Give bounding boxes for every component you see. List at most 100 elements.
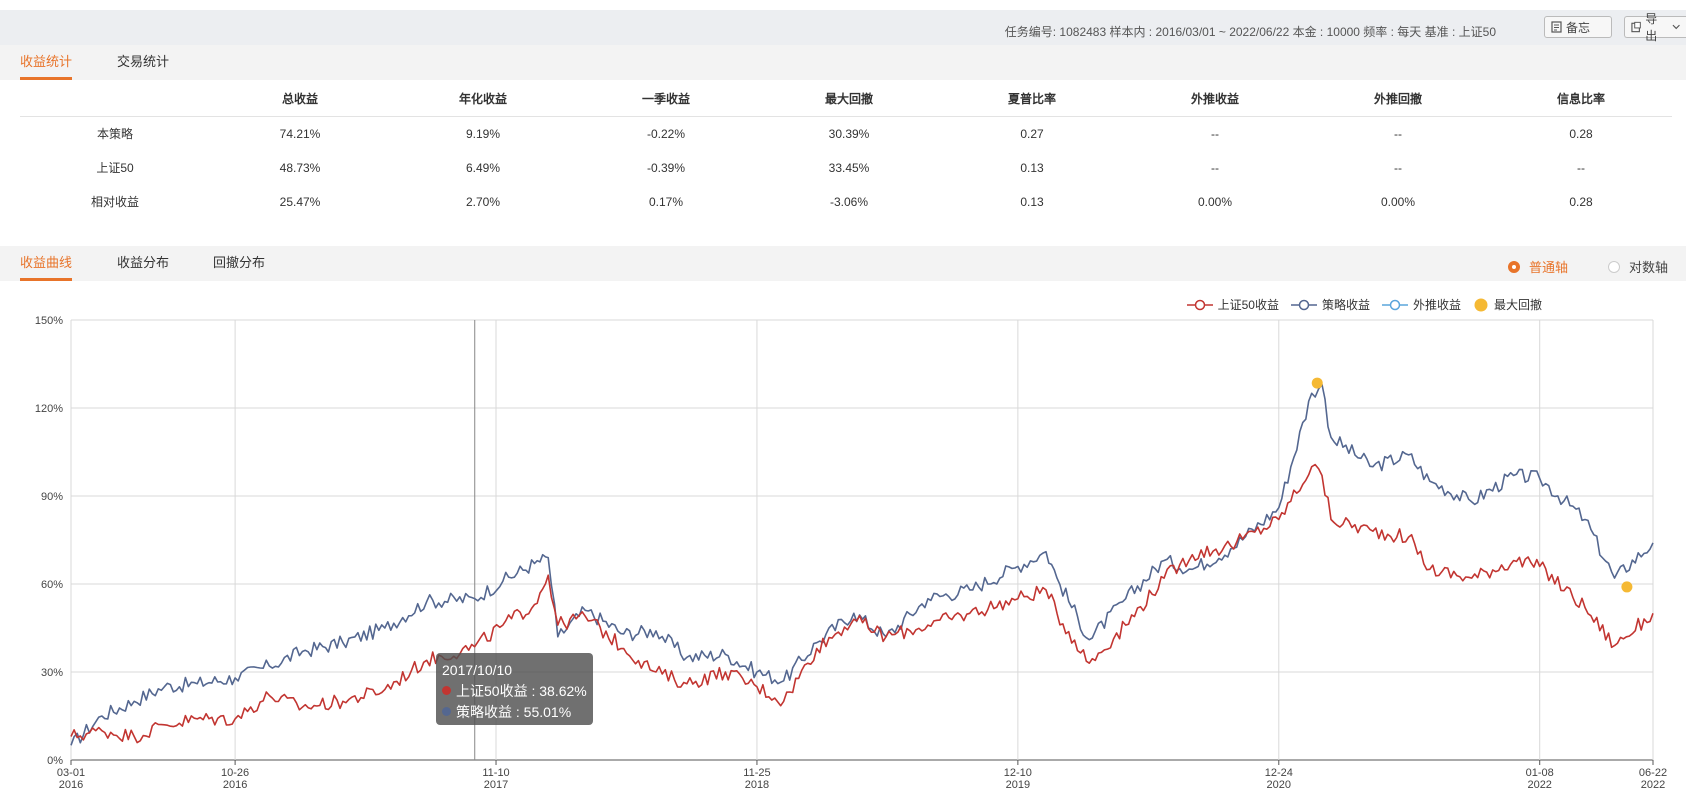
y-tick-label: 120% (35, 403, 63, 415)
x-tick-label: 11-10 (482, 767, 509, 779)
legend-line-circle-icon (1381, 299, 1408, 310)
tab-drawdown-distribution[interactable]: 回撤分布 (213, 255, 266, 270)
stats-table: 总收益 年化收益 一季收益 最大回撤 夏普比率 外推收益 外推回撤 信息比率 本… (20, 82, 1672, 219)
column-header: 外推收益 (1190, 92, 1239, 106)
return-curve-chart[interactable]: 0%30%60%90%120%150%03-01201610-26201611-… (0, 310, 1686, 804)
y-tick-label: 60% (41, 579, 63, 591)
row-name: 本策略 (96, 127, 133, 141)
max-drawdown-marker (1621, 581, 1633, 593)
x-tick-label: 06-22 (1639, 767, 1667, 779)
x-tick-label: 12-10 (1004, 767, 1032, 779)
legend-label: 上证50收益 (1217, 298, 1279, 312)
normal-axis-radio[interactable]: 普通轴 (1508, 257, 1568, 276)
table-cell: -- (1394, 127, 1402, 141)
table-cell: -0.39% (646, 161, 686, 175)
legend-dot-icon (1474, 298, 1488, 311)
x-tick-label: 10-26 (221, 767, 249, 779)
column-header: 夏普比率 (1007, 92, 1056, 106)
export-icon (1631, 21, 1641, 33)
tab-return-stats[interactable]: 收益统计 (20, 45, 73, 80)
legend-line-circle-icon (1290, 299, 1317, 310)
table-cell: 0.00% (1380, 195, 1416, 209)
benchmark-dot-icon (442, 686, 451, 695)
legend-item-benchmark[interactable]: 上证50收益 (1186, 296, 1279, 313)
x-tick-label: 2019 (1006, 779, 1030, 791)
y-tick-label: 150% (35, 315, 63, 327)
row-name: 上证50 (96, 161, 134, 175)
table-cell: -- (1394, 161, 1402, 175)
chart-tab-bar: 收益曲线 收益分布 回撤分布 (0, 246, 1686, 281)
x-tick-label: 11-25 (743, 767, 770, 779)
normal-axis-label: 普通轴 (1529, 260, 1569, 275)
column-header: 信息比率 (1556, 92, 1605, 106)
table-cell: 9.19% (465, 127, 501, 141)
legend-label: 最大回撤 (1493, 298, 1542, 312)
x-tick-label: 2016 (59, 779, 83, 791)
export-button-label: 导出 (1645, 12, 1658, 43)
table-cell: -- (1211, 161, 1219, 175)
table-cell: -0.22% (646, 127, 686, 141)
table-cell: 0.13 (1020, 195, 1044, 209)
table-cell: 0.00% (1197, 195, 1233, 209)
legend-line-circle-icon (1186, 299, 1213, 310)
stats-table-header: 总收益 年化收益 一季收益 最大回撤 夏普比率 外推收益 外推回撤 信息比率 (20, 82, 1672, 117)
table-cell: 0.27 (1020, 127, 1044, 141)
table-cell: 0.28 (1569, 195, 1593, 209)
x-tick-label: 2022 (1527, 779, 1551, 791)
table-cell: 6.49% (465, 161, 501, 175)
legend-label: 策略收益 (1321, 298, 1370, 312)
chart-legend: 上证50收益 策略收益 外推收益 最大回撤 (1186, 296, 1542, 313)
y-tick-label: 30% (41, 667, 63, 679)
x-tick-label: 03-01 (57, 767, 85, 779)
y-tick-label: 90% (41, 491, 63, 503)
legend-label: 外推收益 (1412, 298, 1461, 312)
table-cell: 30.39% (828, 127, 870, 141)
table-cell: 2.70% (465, 195, 501, 209)
column-header: 年化收益 (458, 92, 507, 106)
tab-return-curve[interactable]: 收益曲线 (20, 246, 73, 281)
table-cell: 33.45% (828, 161, 870, 175)
table-cell: 25.47% (279, 195, 321, 209)
table-cell: -3.06% (829, 195, 869, 209)
table-cell: 0.17% (648, 195, 684, 209)
legend-item-strategy[interactable]: 策略收益 (1290, 296, 1370, 313)
memo-button-label: 备忘 (1566, 20, 1591, 35)
tab-trade-stats[interactable]: 交易统计 (117, 54, 170, 69)
row-name: 相对收益 (90, 195, 139, 209)
series-line-strategy (70, 383, 1654, 746)
tooltip-date: 2017/10/10 (442, 661, 513, 678)
y-tick-label: 0% (47, 755, 63, 767)
strategy-dot-icon (442, 707, 451, 716)
tab-return-distribution[interactable]: 收益分布 (117, 255, 170, 270)
tooltip-strategy-value: 策略收益 : 55.01% (456, 703, 572, 720)
table-cell: -- (1211, 127, 1219, 141)
log-axis-radio[interactable]: 对数轴 (1608, 257, 1668, 276)
table-row: 相对收益 25.47% 2.70% 0.17% -3.06% 0.13 0.00… (20, 185, 1672, 219)
table-cell: 0.28 (1569, 127, 1593, 141)
memo-icon (1551, 21, 1562, 33)
table-cell: 74.21% (279, 127, 321, 141)
table-cell: 48.73% (279, 161, 321, 175)
export-button[interactable]: 导出 (1624, 12, 1686, 43)
x-tick-label: 2022 (1641, 779, 1665, 791)
x-tick-label: 2016 (223, 779, 247, 791)
column-header: 外推回撤 (1373, 92, 1422, 106)
task-info-bar: 任务编号: 1082483 样本内 : 2016/03/01 ~ 2022/06… (0, 10, 1686, 46)
x-tick-label: 12-24 (1265, 767, 1293, 779)
tooltip-strategy-row: 策略收益 : 55.01% (442, 701, 587, 722)
task-info-text: 任务编号: 1082483 样本内 : 2016/03/01 ~ 2022/06… (1004, 25, 1496, 39)
x-tick-label: 01-08 (1526, 767, 1554, 779)
tooltip-benchmark-row: 上证50收益 : 38.62% (442, 680, 587, 701)
max-drawdown-marker (1311, 377, 1323, 389)
memo-button[interactable]: 备忘 (1544, 16, 1612, 38)
series-line-benchmark (70, 463, 1654, 744)
legend-item-extrapolated[interactable]: 外推收益 (1381, 296, 1461, 313)
log-axis-label: 对数轴 (1629, 260, 1669, 275)
x-tick-label: 2018 (745, 779, 769, 791)
x-tick-label: 2020 (1267, 779, 1291, 791)
radio-selected-icon (1508, 260, 1520, 273)
legend-item-max-drawdown[interactable]: 最大回撤 (1473, 296, 1542, 313)
stats-tab-bar: 收益统计 交易统计 (0, 45, 1686, 80)
x-tick-label: 2017 (484, 779, 508, 791)
column-header: 最大回撤 (824, 92, 873, 106)
